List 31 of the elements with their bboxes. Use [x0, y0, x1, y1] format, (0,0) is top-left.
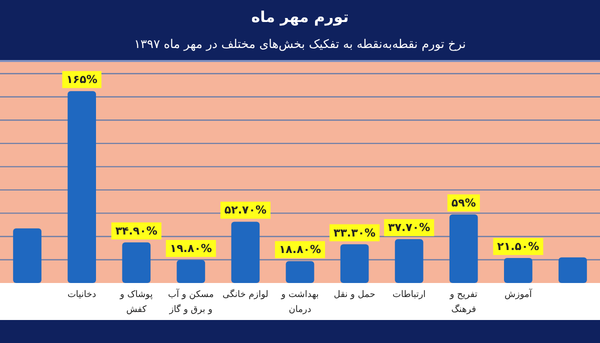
x-tick-label: حمل و نقل	[332, 289, 376, 302]
bar	[286, 261, 314, 283]
bar	[558, 257, 587, 283]
bar	[13, 228, 42, 283]
data-label: ۲۱.۵۰%	[497, 240, 540, 253]
data-label: ۱۸.۸۰%	[278, 243, 322, 256]
bar	[340, 244, 369, 283]
bar	[231, 222, 260, 283]
data-label: ۱۶۵%	[66, 73, 98, 86]
chart-title: تورم مهر ماه	[251, 8, 349, 26]
data-label: ۳۴.۹۰%	[115, 224, 158, 238]
chart-subtitle: نرخ تورم نقطه‌به‌نقطه به تفکیک بخش‌های مختلف در مهر ماه ۱۳۹۷	[134, 37, 466, 51]
bar	[68, 91, 96, 283]
x-tick-label: لوازم خانگی	[221, 288, 270, 302]
x-tick-label: تفریح و فرهنگ	[448, 289, 478, 317]
x-tick-label: بهداشت و درمان	[280, 289, 320, 317]
data-label: ۵۹%	[451, 196, 476, 210]
bar	[122, 242, 151, 283]
x-tick-label: آموزش	[504, 288, 534, 302]
bar	[504, 258, 532, 283]
bar	[449, 214, 478, 283]
data-label: ۳۷.۷۰%	[388, 221, 430, 234]
x-tick-label: دخانیات	[66, 289, 98, 302]
data-label: ۵۲.۷۰%	[224, 204, 266, 217]
bar	[394, 239, 424, 283]
x-tick-label: پوشاک و کفش	[118, 289, 154, 317]
x-tick-label: مسکن و آب و برق و گاز	[167, 288, 215, 317]
bar	[176, 260, 206, 283]
data-label: ۳۳.۳۰%	[334, 226, 376, 240]
x-tick-label: ارتباطات	[391, 289, 427, 302]
data-label: ۱۹.۸۰%	[170, 242, 212, 255]
